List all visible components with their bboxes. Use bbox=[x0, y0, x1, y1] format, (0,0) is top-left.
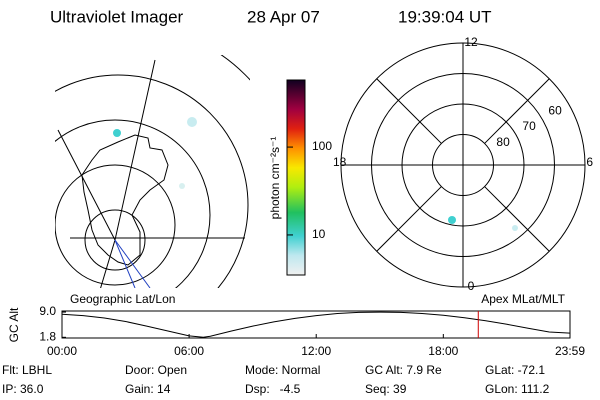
mlt-label: 18 bbox=[333, 155, 347, 169]
mlat-label: 80 bbox=[496, 135, 510, 149]
colorbar-tick-label: 100 bbox=[312, 139, 332, 153]
x-tick-label: 06:00 bbox=[174, 344, 204, 358]
y-tick-label: 9.0 bbox=[39, 304, 56, 318]
info-field: Mode: Normal bbox=[245, 363, 320, 377]
mlt-label: 0 bbox=[468, 279, 475, 293]
info-field: Dsp: -4.5 bbox=[245, 382, 301, 396]
colorbar-tick-label: 10 bbox=[312, 227, 326, 241]
mlt-line bbox=[376, 186, 442, 252]
plot-ylabel: GC Alt bbox=[7, 307, 21, 342]
colorbar-label: photon cm⁻²s⁻¹ bbox=[268, 137, 282, 220]
mlt-line bbox=[376, 78, 442, 144]
mlat-label: 60 bbox=[548, 103, 562, 117]
x-tick-label: 23:59 bbox=[555, 344, 585, 358]
x-tick-label: 18:00 bbox=[428, 344, 458, 358]
aurora-spot bbox=[512, 225, 518, 231]
info-field: GLat: -72.1 bbox=[485, 363, 545, 377]
colorbar bbox=[286, 79, 306, 276]
date: 28 Apr 07 bbox=[247, 7, 320, 26]
info-field: Flt: LBHL bbox=[2, 363, 52, 377]
info-field: IP: 36.0 bbox=[2, 382, 44, 396]
x-tick-label: 00:00 bbox=[47, 344, 77, 358]
mlt-line bbox=[484, 186, 550, 252]
x-tick-label: 12:00 bbox=[301, 344, 331, 358]
mlt-label: 6 bbox=[586, 155, 593, 169]
plot-left-title: Geographic Lat/Lon bbox=[70, 292, 175, 306]
y-tick-label: 1.8 bbox=[39, 329, 56, 343]
info-field: GC Alt: 7.9 Re bbox=[365, 363, 442, 377]
time: 19:39:04 UT bbox=[398, 7, 492, 26]
info-field: Gain: 14 bbox=[125, 382, 171, 396]
plot-right-title: Apex MLat/MLT bbox=[481, 292, 565, 306]
mlt-label: 12 bbox=[464, 35, 478, 49]
geographic-map bbox=[55, 55, 250, 288]
mlat-label: 70 bbox=[522, 119, 536, 133]
mlt-line bbox=[484, 78, 550, 144]
info-field: Seq: 39 bbox=[365, 382, 407, 396]
gc-alt-line bbox=[61, 311, 571, 338]
info-field: Door: Open bbox=[125, 363, 187, 377]
info-field: GLon: 111.2 bbox=[485, 382, 550, 396]
aurora-spot bbox=[448, 216, 456, 224]
title: Ultraviolet Imager bbox=[50, 7, 184, 26]
